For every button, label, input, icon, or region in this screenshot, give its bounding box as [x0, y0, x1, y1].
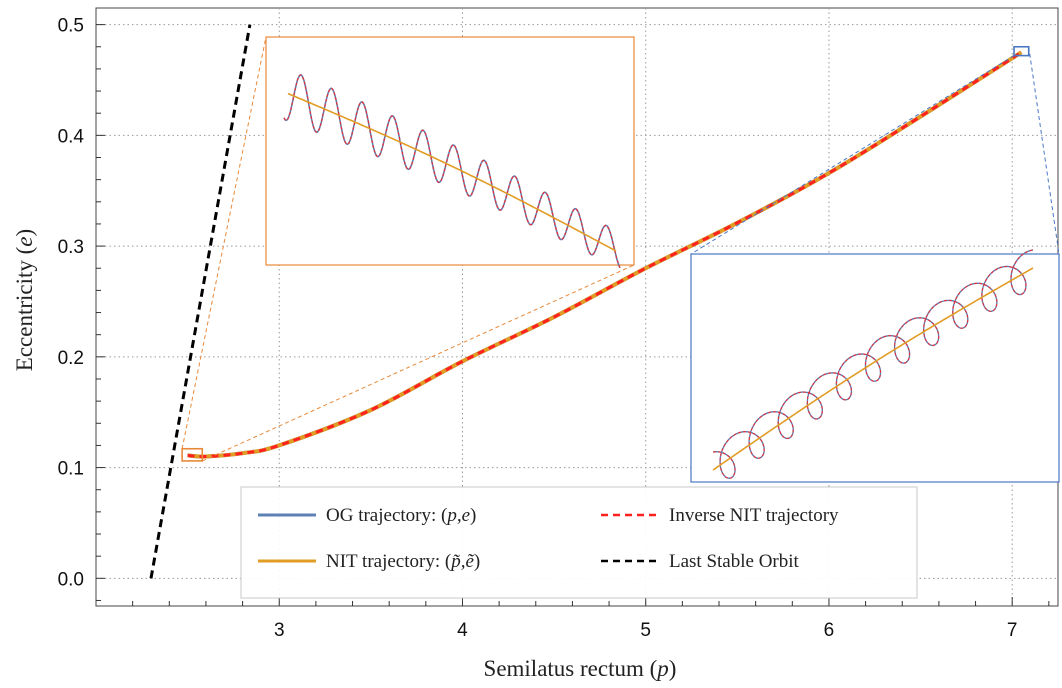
- y-tick-label: 0.0: [58, 569, 84, 590]
- legend-label-nit-trajectory-p: NIT trajectory: (p̃,ẽ): [326, 551, 480, 572]
- legend-layer: OG trajectory: (p,e) NIT trajectory: (p̃,…: [240, 486, 918, 599]
- y-tick-label: 0.4: [58, 126, 85, 147]
- y-tick-label: 0.1: [58, 459, 84, 480]
- zoom-start-region-frame: [181, 447, 204, 462]
- legend-label-og-trajectory-p-e: OG trajectory: (p,e): [326, 505, 476, 526]
- x-tick-label: 7: [1007, 620, 1018, 641]
- zoom-end-panel: [690, 253, 1060, 483]
- y-tick-label: 0.2: [58, 348, 84, 369]
- inset-layer: [181, 36, 1060, 483]
- zoom-start-leader-line: [202, 264, 635, 462]
- y-tick-label: 0.5: [58, 16, 84, 37]
- inset-nit-trend: [287, 92, 617, 252]
- series-last-stable-orbit: [149, 24, 252, 579]
- legend-label-last-stable-orbit: Last Stable Orbit: [669, 551, 800, 572]
- y-axis-label: Eccentricity (e): [12, 229, 37, 371]
- series-inverse-nit-trajectory: [187, 51, 1023, 459]
- x-tick-label: 4: [457, 620, 468, 641]
- y-tick-label: 0.3: [58, 237, 84, 258]
- x-axis-label: Semilatus rectum (p): [484, 656, 677, 681]
- x-tick-label: 5: [640, 620, 651, 641]
- ticks-layer: 3 4 5 6 7 0.0 0.1 0.2 0.3 0.4 0.5: [58, 16, 1050, 641]
- legend-label-inverse-nit-trajectory: Inverse NIT trajectory: [669, 505, 839, 526]
- legend-box: [240, 486, 918, 599]
- zoom-start-leader-line: [181, 36, 267, 449]
- zoom-end-curves: [712, 249, 1034, 479]
- x-tick-label: 6: [824, 620, 835, 641]
- x-tick-label: 3: [274, 620, 285, 641]
- zoom-start-curves: [283, 74, 621, 269]
- series-layer: [149, 24, 1023, 579]
- inset-nit-trend: [712, 267, 1034, 471]
- zoom-end-leader-line: [690, 55, 1015, 255]
- inset-inverse-loops: [712, 249, 1034, 479]
- zoom-end-leader-line: [1028, 46, 1060, 255]
- zoom-end-region-frame: [1013, 45, 1030, 57]
- inset-inverse-oscillation: [283, 74, 621, 269]
